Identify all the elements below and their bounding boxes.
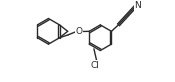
Text: Cl: Cl xyxy=(91,61,100,70)
Text: N: N xyxy=(134,1,141,10)
Text: O: O xyxy=(75,27,82,36)
